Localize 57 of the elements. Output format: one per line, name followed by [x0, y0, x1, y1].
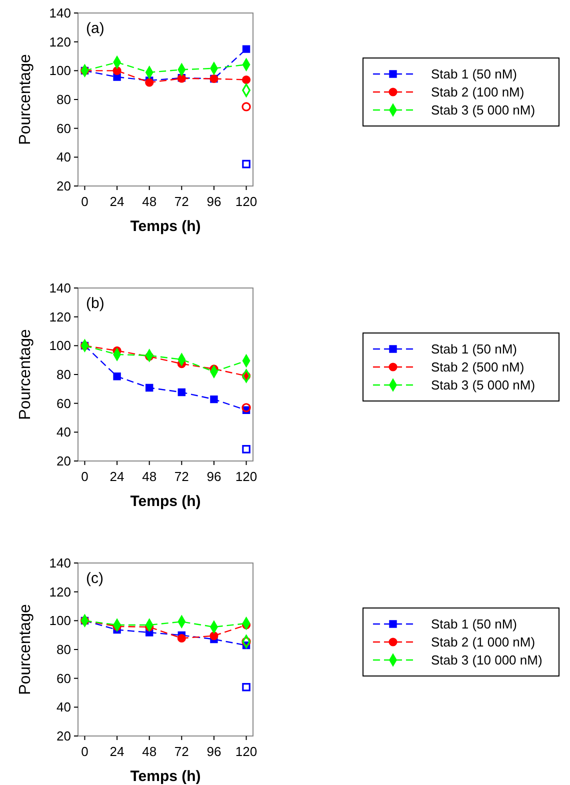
y-axis-title: Pourcentage [17, 329, 34, 420]
y-tick-label: 40 [56, 424, 71, 440]
x-tick-label: 120 [235, 744, 258, 759]
y-tick-label: 60 [56, 120, 71, 136]
x-tick-label: 96 [206, 469, 222, 484]
x-tick-label: 72 [174, 744, 189, 759]
x-tick-label: 72 [174, 194, 189, 209]
x-tick-label: 48 [142, 469, 157, 484]
y-tick-label: 140 [49, 280, 71, 296]
x-axis-title: Temps (h) [130, 218, 201, 235]
y-tick-label: 60 [56, 396, 71, 411]
annotation: (a) [86, 20, 104, 37]
x-tick-label: 24 [110, 194, 124, 209]
x-tick-label: 96 [206, 744, 222, 759]
x-tick-label: 120 [235, 194, 258, 209]
y-tick-label: 20 [56, 728, 71, 744]
x-tick-label: 120 [235, 469, 258, 484]
x-tick-label: 96 [206, 194, 222, 209]
y-tick-label: 40 [56, 150, 71, 165]
x-tick-label: 48 [142, 194, 157, 209]
x-tick-label: 0 [81, 194, 88, 209]
legend-label: Stab 1 (50 nM) [431, 616, 517, 632]
y-tick-label: 120 [49, 584, 71, 600]
legend-label: Stab 1 (50 nM) [431, 342, 517, 357]
y-tick-label: 100 [49, 63, 71, 78]
x-tick-label: 24 [110, 744, 124, 759]
x-tick-label: 0 [81, 469, 88, 484]
y-tick-label: 40 [56, 700, 71, 715]
legend-label: Stab 1 (50 nM) [431, 66, 517, 82]
x-tick-label: 72 [174, 469, 189, 484]
y-tick-label: 120 [49, 34, 71, 50]
legend-label: Stab 3 (10 000 nM) [431, 652, 542, 668]
y-tick-label: 120 [49, 309, 71, 324]
legend-label: Stab 2 (100 nM) [431, 84, 524, 100]
x-tick-label: 24 [110, 469, 124, 484]
x-tick-label: 0 [81, 744, 88, 759]
y-tick-label: 140 [49, 556, 71, 571]
y-tick-label: 20 [56, 454, 71, 469]
annotation: (c) [86, 570, 104, 587]
y-tick-label: 140 [49, 6, 71, 21]
y-tick-label: 80 [56, 92, 71, 108]
x-axis-title: Temps (h) [130, 493, 201, 510]
legend-label: Stab 2 (1 000 nM) [431, 634, 536, 650]
legend-label: Stab 3 (5 000 nM) [431, 378, 536, 393]
y-tick-label: 100 [49, 338, 71, 354]
y-tick-label: 20 [56, 178, 71, 194]
x-axis-title: Temps (h) [130, 768, 201, 785]
y-axis-title: Pourcentage [17, 54, 34, 145]
x-tick-label: 48 [142, 744, 157, 759]
y-axis-title: Pourcentage [17, 604, 34, 695]
legend-label: Stab 3 (5 000 nM) [431, 102, 536, 118]
y-tick-label: 60 [56, 670, 71, 686]
legend-label: Stab 2 (500 nM) [431, 360, 524, 375]
y-tick-label: 100 [49, 613, 71, 628]
y-tick-label: 80 [56, 367, 71, 382]
annotation: (b) [86, 295, 104, 312]
y-tick-label: 80 [56, 642, 71, 658]
